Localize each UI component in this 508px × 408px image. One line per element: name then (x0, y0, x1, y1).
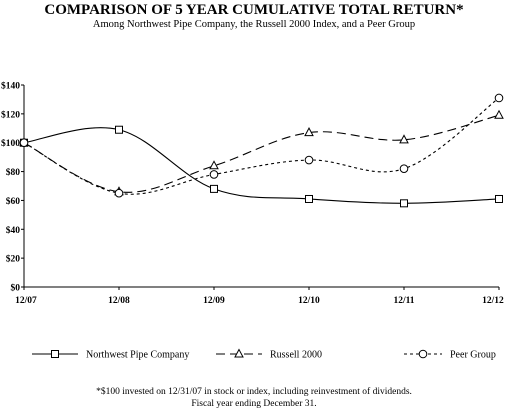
series-layer (19, 93, 504, 208)
x-tick-label: 12/07 (15, 296, 37, 306)
data-point-peer-group (209, 170, 219, 179)
y-tick-label: $140 (1, 81, 20, 92)
data-point-peer-group (114, 188, 124, 198)
legend-marker-russell-2000 (234, 348, 244, 358)
chart-title: COMPARISON OF 5 YEAR CUMULATIVE TOTAL RE… (44, 2, 463, 18)
series-line-northwest-pipe-company (23, 127, 500, 204)
series-line-peer-group (23, 97, 500, 195)
series-peer-group (19, 93, 504, 198)
footnote-line-1: *$100 invested on 12/31/07 in stock or i… (96, 386, 412, 397)
data-point-northwest-pipe-company (115, 125, 123, 134)
data-point-northwest-pipe-company (400, 199, 408, 208)
x-tick-label: 12/12 (482, 296, 504, 306)
data-point-russell-2000 (494, 109, 504, 119)
x-tick-label: 12/09 (203, 296, 225, 306)
y-tick-label: $40 (6, 225, 21, 236)
x-tick-label: 12/08 (108, 296, 130, 306)
footnote-line-2: Fiscal year ending December 31. (191, 399, 316, 408)
y-tick-label: $60 (6, 196, 21, 207)
data-point-peer-group (19, 138, 29, 148)
x-tick-label: 12/10 (298, 296, 320, 306)
legend-label-northwest-pipe-company: Northwest Pipe Company (86, 350, 189, 361)
series-line-russell-2000 (23, 114, 500, 193)
y-tick-label: $120 (1, 109, 20, 120)
x-tick-label: 12/11 (393, 296, 414, 306)
legend-marker-peer-group (418, 349, 428, 359)
data-point-peer-group (399, 164, 409, 173)
y-tick-label: $20 (6, 254, 21, 265)
series-northwest-pipe-company (20, 125, 503, 208)
legend: Northwest Pipe Company Russell 2000 Peer G… (32, 348, 496, 361)
data-point-northwest-pipe-company (210, 184, 218, 193)
data-point-peer-group (304, 155, 314, 165)
legend-marker-northwest-pipe-company (51, 350, 59, 358)
data-point-russell-2000 (209, 160, 219, 170)
axes: $0 $20 $40 $60 $80 $100 $120 $140 12/07 12/08 12/0… (1, 81, 504, 307)
y-tick-label: $0 (11, 283, 21, 294)
chart-subtitle: Among Northwest Pipe Company, the Russel… (93, 19, 415, 30)
data-point-russell-2000 (304, 127, 314, 137)
y-tick-label: $80 (6, 167, 21, 178)
legend-label-russell-2000: Russell 2000 (270, 350, 322, 361)
data-point-peer-group (494, 93, 504, 103)
y-tick-label: $100 (1, 138, 20, 149)
data-point-northwest-pipe-company (495, 194, 503, 203)
data-point-russell-2000 (399, 134, 409, 144)
data-point-northwest-pipe-company (305, 194, 313, 203)
series-russell-2000 (19, 109, 504, 196)
legend-label-peer-group: Peer Group (450, 350, 496, 361)
